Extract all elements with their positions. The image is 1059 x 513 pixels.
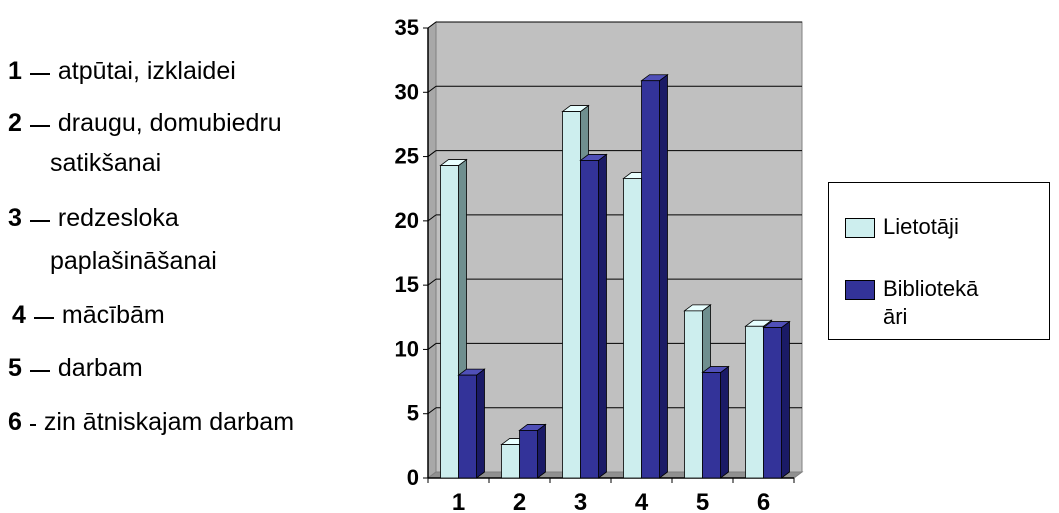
bar [641,80,660,479]
gridline [427,343,437,350]
key-number: 4 [12,301,26,329]
key-number: 6 [8,408,22,436]
bar [562,111,581,479]
y-tick-label: 30 [395,79,419,104]
legend-label-bibliotekari: Bibliotekā āri [883,275,1033,331]
key-number: 2 [8,109,22,137]
dash-icon [29,424,36,426]
bar [519,430,538,479]
legend-label-line: āri [883,304,908,329]
x-tick-label: 6 [757,489,770,513]
key-text: draugu, domubiedru [57,109,282,137]
legend-label-lietotaji: Lietotāji [883,214,959,239]
key-text: zin ātniskajam darbam [43,408,295,436]
key-text: darbam [57,354,143,382]
x-tick-label: 4 [635,489,649,513]
key-item-2: 2 draugu, domubiedru [8,108,282,138]
y-tick-label: 15 [395,272,419,297]
bar [702,372,721,479]
gridline [427,407,437,415]
gridline [427,85,437,93]
dash-icon [29,125,50,127]
bar [763,327,782,479]
gridline [427,150,437,157]
bar [623,178,642,479]
gridline [427,278,437,286]
key-item-1: 1 atpūtai, izklaidei [8,56,236,86]
y-tick-label: 35 [395,15,419,40]
key-number: 1 [8,57,22,85]
bar [440,165,459,479]
y-tick-label: 5 [407,401,419,426]
x-tick-label: 5 [696,489,709,513]
bar [458,374,477,479]
key-item-5: 5 darbam [8,353,143,383]
dash-icon [29,73,50,75]
bar-side [476,368,485,479]
bar-side [781,320,790,479]
y-tick-label: 0 [407,465,419,490]
chart-legend: Lietotāji Bibliotekā āri [828,182,1050,340]
y-tick-label: 10 [395,336,419,361]
bar-side [659,73,668,479]
key-number: 3 [8,204,22,232]
key-text: atpūtai, izklaidei [57,57,236,85]
dash-icon [33,317,54,319]
plot-side-wall [427,21,437,479]
key-item-3: 3 redzesloka [8,203,179,233]
key-text: redzesloka [57,204,179,232]
legend-swatch-lietotaji [845,218,875,238]
gridline [427,21,437,29]
plot-area [435,21,803,473]
key-item-6: 6 zin ātniskajam darbam [8,407,294,437]
bar [745,325,764,479]
bar-side [598,153,607,479]
gridline [427,214,437,222]
key-item-2-continuation: satikšanai [50,149,162,177]
key-text: mācībām [61,301,165,329]
bar [684,310,703,479]
bar [501,444,520,479]
x-tick-label: 2 [513,489,526,513]
x-tick-label: 3 [574,489,587,513]
key-number: 5 [8,354,22,382]
dash-icon [29,220,50,222]
dash-icon [29,370,50,372]
legend-label-line: Bibliotekā [883,276,979,301]
x-tick-label: 1 [452,489,465,513]
bar-side [537,423,546,479]
bar [580,160,599,479]
bar-side [720,365,729,479]
legend-swatch-bibliotekari [845,280,875,300]
y-tick-label: 25 [395,144,419,169]
key-item-3-continuation: paplašināšanai [50,247,217,275]
key-item-4: 4 mācībām [12,300,165,330]
y-tick-label: 20 [395,208,419,233]
